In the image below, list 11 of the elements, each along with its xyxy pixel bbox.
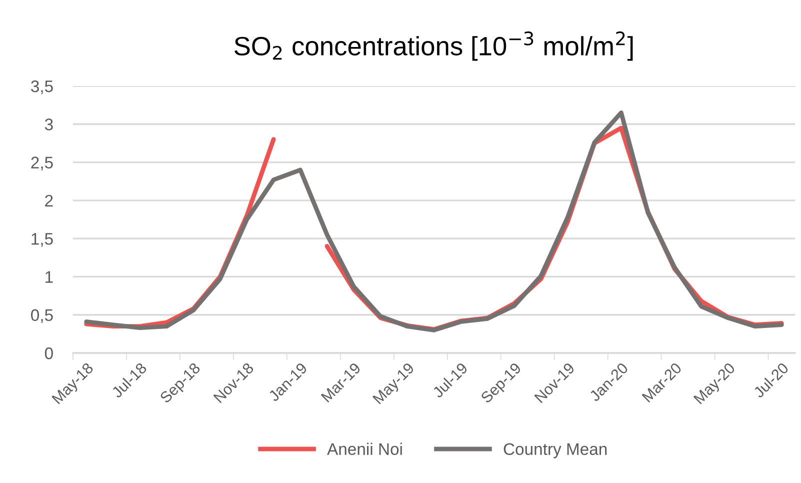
y-tick-label: 3,5	[31, 80, 53, 94]
y-tick-label: 1,5	[32, 233, 53, 247]
y-tick-label: 1	[46, 271, 53, 283]
y-tick-label: 2,5	[31, 156, 53, 170]
y-tick-label: 0	[44, 347, 53, 360]
y-tick-label: 0,5	[31, 309, 53, 324]
y-tick-label: 2	[45, 194, 53, 206]
y-tick-label: 3	[44, 118, 53, 130]
chart-title: SO$_{2}$ concentrations [10$^{−3}$ mol/m$^{2}$]	[234, 31, 633, 61]
legend-label: Country Mean	[504, 443, 607, 458]
legend-label: Anenii Noi	[327, 442, 402, 455]
